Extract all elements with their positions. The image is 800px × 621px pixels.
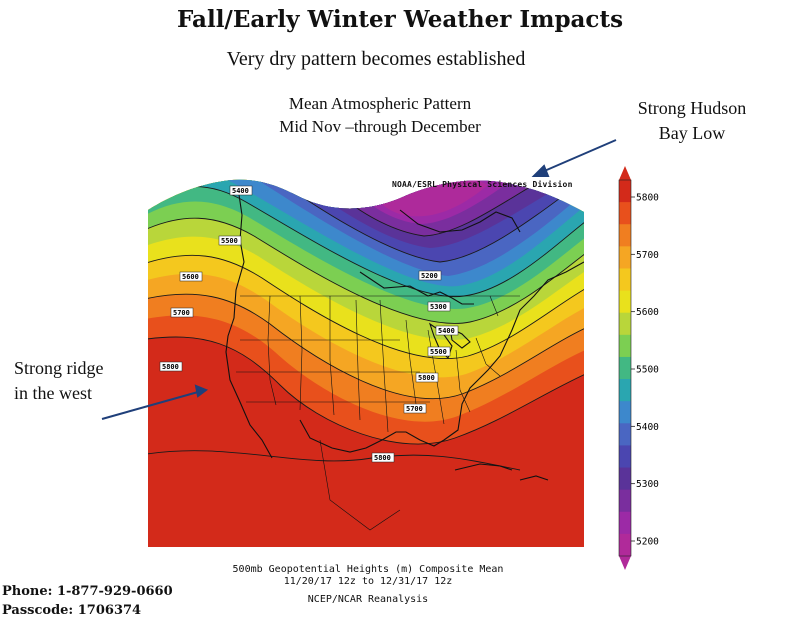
map-credit: NOAA/ESRL Physical Sciences Division: [392, 180, 573, 189]
colorbar-tick-label: 5700: [636, 250, 659, 261]
pattern-caption-line1: Mean Atmospheric Pattern: [288, 94, 472, 113]
colorbar-max-arrow: [619, 166, 631, 180]
svg-text:5700: 5700: [406, 405, 423, 413]
svg-text:5400: 5400: [232, 187, 249, 195]
colorbar-swatch: [619, 533, 631, 557]
colorbar-swatch: [619, 356, 631, 380]
ridge-annotation-line1: Strong ridge: [14, 358, 104, 378]
contour-label: 5700: [170, 307, 194, 318]
colorbar-tick-label: 5500: [636, 365, 659, 376]
svg-text:5500: 5500: [430, 348, 447, 356]
colorbar: 5800 5700 5600 5500 5400 5300 5200: [618, 166, 659, 570]
contour-label: 5500: [218, 235, 242, 246]
colorbar-swatch: [619, 445, 631, 469]
borders: [236, 295, 520, 531]
colorbar-swatch: [619, 511, 631, 535]
contour-label: 5800: [371, 452, 395, 463]
height-field: [148, 179, 584, 547]
contour-label: 5500: [427, 346, 451, 357]
phone-number: Phone: 1-877-929-0660: [2, 584, 173, 599]
svg-text:5400: 5400: [438, 327, 455, 335]
map-footer-line2: 11/20/17 12z to 12/31/17 12z: [283, 576, 453, 587]
colorbar-frame: [618, 179, 632, 557]
svg-text:5800: 5800: [162, 363, 179, 371]
colorbar-tick-label: 5200: [636, 537, 659, 548]
colorbar-swatch: [619, 401, 631, 424]
pattern-caption: Mean Atmospheric Pattern Mid Nov –throug…: [230, 92, 530, 138]
slide-title: Fall/Early Winter Weather Impacts: [176, 6, 624, 33]
hudson-annotation-line1: Strong Hudson: [637, 98, 747, 118]
ridge-annotation: Strong ridge in the west: [14, 356, 164, 406]
svg-text:5800: 5800: [418, 374, 435, 382]
colorbar-swatch: [619, 489, 631, 513]
contour-label: 5800: [159, 361, 183, 372]
map-footer-line1: 500mb Geopotential Heights (m) Composite…: [232, 564, 504, 575]
colorbar-tick-label: 5800: [636, 193, 659, 204]
colorbar-min-arrow: [619, 556, 631, 570]
hudson-annotation-line2: Bay Low: [658, 123, 726, 143]
colorbar-swatch: [619, 180, 631, 203]
colorbar-swatch: [619, 224, 631, 247]
contour-label: 5700: [403, 403, 427, 414]
svg-text:5300: 5300: [430, 303, 447, 311]
hudson-arrow: [531, 139, 617, 177]
colorbar-tick-label: 5400: [636, 422, 659, 433]
svg-text:5200: 5200: [421, 272, 438, 280]
colorbar-swatch: [619, 467, 631, 491]
svg-text:5600: 5600: [182, 273, 199, 281]
passcode: Passcode: 1706374: [2, 603, 142, 618]
contour-label: 5300: [427, 301, 451, 312]
slide-subtitle: Very dry pattern becomes established: [226, 48, 526, 70]
colorbar-swatch: [619, 290, 631, 314]
map-footer-line3: NCEP/NCAR Reanalysis: [307, 594, 429, 605]
colorbar-swatch: [619, 202, 631, 225]
ridge-arrow: [101, 384, 209, 420]
colorbar-swatch: [619, 246, 631, 269]
svg-text:5800: 5800: [374, 454, 391, 462]
colorbar-swatch: [619, 379, 631, 402]
svg-text:5700: 5700: [173, 309, 190, 317]
colorbar-swatch: [619, 268, 631, 292]
colorbar-swatch: [619, 312, 631, 336]
colorbar-tick-label: 5300: [636, 479, 659, 490]
colorbar-tick-label: 5600: [636, 307, 659, 318]
contour-label: 5200: [418, 270, 442, 281]
contact-info: Phone: 1-877-929-0660 Passcode: 1706374: [2, 582, 173, 620]
colorbar-swatch: [619, 423, 631, 446]
contour-label: 5400: [435, 325, 459, 336]
ridge-annotation-line2: in the west: [14, 383, 92, 403]
colorbar-swatch: [619, 334, 631, 358]
contour-label: 5600: [179, 271, 203, 282]
hudson-bay-annotation: Strong Hudson Bay Low: [602, 96, 782, 146]
pattern-caption-line2: Mid Nov –through December: [279, 117, 481, 136]
svg-text:5500: 5500: [221, 237, 238, 245]
contour-labels: 5400 5500 5600 5700 5800 5200 5300 5400 …: [159, 185, 459, 463]
contour-label: 5800: [415, 372, 439, 383]
contour-label: 5400: [229, 185, 253, 196]
